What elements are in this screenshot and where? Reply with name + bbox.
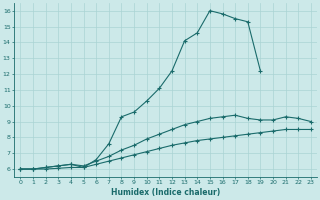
X-axis label: Humidex (Indice chaleur): Humidex (Indice chaleur) — [111, 188, 220, 197]
